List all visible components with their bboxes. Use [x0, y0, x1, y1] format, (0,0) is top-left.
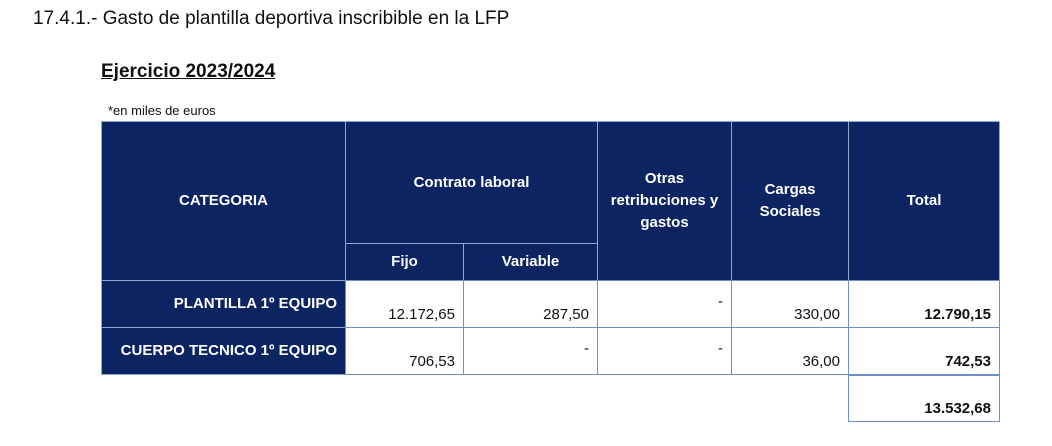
header-cell: Otras retribuciones y gastos	[597, 121, 732, 281]
note: *en miles de euros	[108, 103, 216, 118]
value: 12.172,65	[388, 306, 455, 323]
value-cell: -	[597, 280, 732, 328]
row-label-cell: PLANTILLA 1º EQUIPO	[101, 280, 346, 328]
value: -	[718, 293, 723, 310]
value-cell: 12.790,15	[848, 280, 1000, 328]
value: -	[584, 340, 589, 357]
row-label: PLANTILLA 1º EQUIPO	[173, 295, 337, 312]
grand-total: 13.532,68	[924, 400, 991, 417]
row-label: CUERPO TECNICO 1º EQUIPO	[120, 342, 337, 359]
value: -	[718, 340, 723, 357]
header-cell: CATEGORIA	[101, 121, 346, 281]
value-cell: 36,00	[731, 327, 849, 375]
value-cell: -	[597, 327, 732, 375]
grand-total-cell: 13.532,68	[848, 375, 1000, 422]
value: 12.790,15	[924, 306, 991, 323]
value: 706,53	[409, 353, 455, 370]
value-cell: 287,50	[463, 280, 598, 328]
value: 287,50	[543, 306, 589, 323]
value-cell: 12.172,65	[345, 280, 464, 328]
value: 742,53	[945, 353, 991, 370]
title: 17.4.1.- Gasto de plantilla deportiva in…	[33, 8, 510, 29]
header-cell: Cargas Sociales	[731, 121, 849, 281]
value-cell: 706,53	[345, 327, 464, 375]
header-cell: Contrato laboral	[345, 121, 598, 244]
value-cell: -	[463, 327, 598, 375]
section-title: Ejercicio 2023/2024	[101, 61, 276, 82]
header-cell: Variable	[463, 243, 598, 281]
row-label-cell: CUERPO TECNICO 1º EQUIPO	[101, 327, 346, 375]
header-cell: Fijo	[345, 243, 464, 281]
value-cell: 330,00	[731, 280, 849, 328]
value-cell: 742,53	[848, 327, 1000, 375]
value: 330,00	[794, 306, 840, 323]
header-cell: Total	[848, 121, 1000, 281]
value: 36,00	[802, 353, 840, 370]
